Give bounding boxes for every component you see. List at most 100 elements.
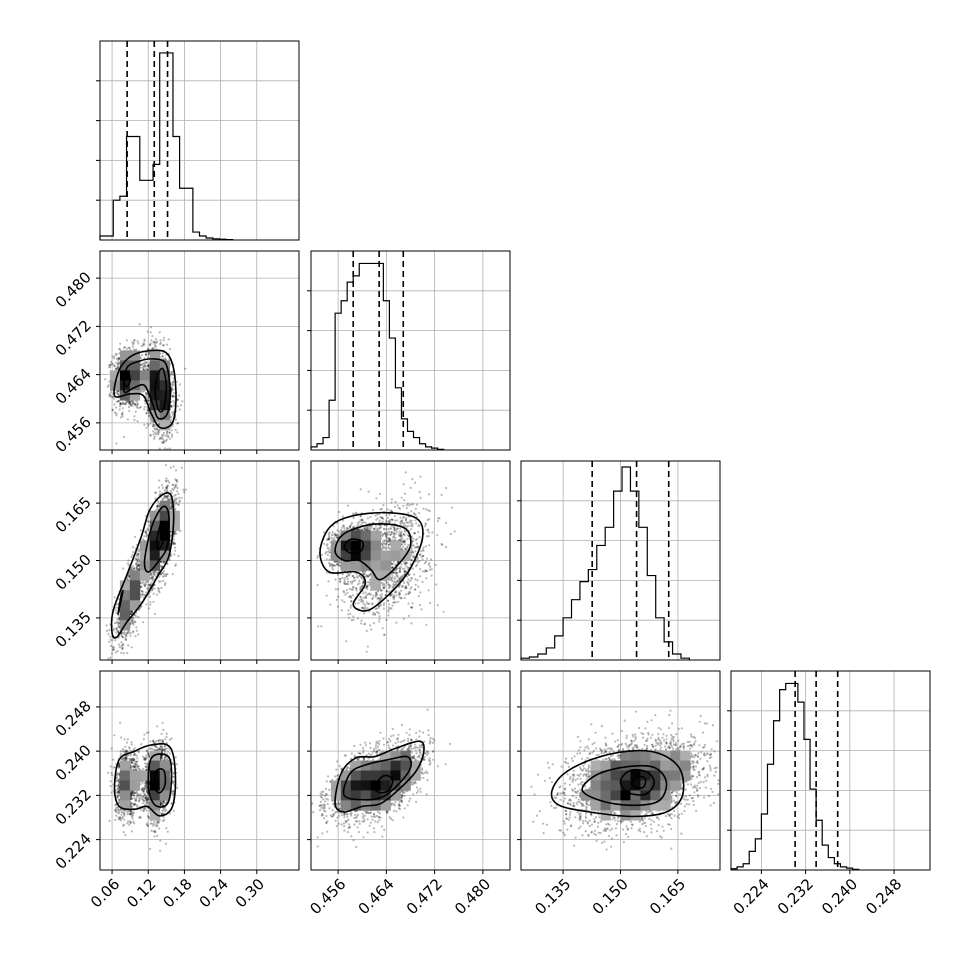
sample-point — [108, 661, 110, 663]
sample-point — [121, 401, 125, 404]
sample-point — [141, 362, 145, 365]
sample-point — [179, 404, 183, 407]
sample-point — [132, 550, 135, 554]
sample-point — [157, 429, 160, 432]
sample-point — [118, 646, 121, 649]
density-cell — [159, 420, 170, 431]
sample-point — [165, 343, 169, 346]
sample-point — [112, 648, 115, 651]
sample-point — [123, 435, 126, 438]
sample-point — [170, 411, 173, 414]
density-cell — [129, 380, 141, 391]
sample-point — [168, 447, 171, 450]
sample-point — [115, 621, 118, 624]
sample-point — [125, 632, 128, 635]
sample-point — [116, 618, 119, 621]
sample-point — [124, 638, 127, 641]
sample-point — [154, 497, 157, 500]
sample-point — [141, 366, 144, 369]
sample-point — [175, 483, 178, 486]
sample-point — [172, 380, 175, 383]
sample-point — [144, 582, 147, 585]
sample-point — [121, 647, 124, 650]
sample-point — [162, 339, 165, 342]
sample-point — [159, 339, 162, 342]
sample-point — [172, 488, 175, 492]
sample-point — [158, 479, 161, 482]
sample-point — [130, 555, 133, 559]
sample-point — [161, 354, 164, 358]
sample-point — [146, 520, 149, 523]
histogram-1 — [310, 262, 445, 450]
sample-point — [145, 532, 148, 535]
sample-point — [152, 578, 155, 581]
sample-point — [118, 408, 121, 411]
sample-point — [173, 546, 177, 549]
sample-point — [152, 423, 155, 426]
sample-point — [125, 635, 128, 638]
sample-point — [109, 391, 112, 394]
sample-point — [174, 418, 177, 421]
sample-point — [136, 403, 139, 407]
sample-point — [136, 553, 139, 556]
sample-point — [115, 631, 118, 634]
sample-point — [175, 532, 178, 535]
contour-3 — [123, 370, 132, 388]
sample-point — [146, 397, 150, 400]
sample-point — [167, 436, 170, 439]
sample-point — [143, 423, 146, 426]
sample-point — [170, 386, 174, 389]
sample-point — [117, 365, 120, 368]
sample-point — [132, 402, 135, 405]
sample-point — [154, 431, 157, 434]
sample-point — [135, 629, 139, 632]
sample-point — [121, 415, 124, 418]
sample-point — [164, 574, 168, 578]
sample-point — [116, 390, 119, 393]
sample-point — [116, 393, 119, 396]
sample-point — [130, 619, 133, 622]
sample-point — [130, 610, 133, 614]
sample-point — [132, 343, 135, 346]
sample-point — [161, 486, 164, 489]
sample-point — [131, 620, 134, 623]
sample-point — [171, 435, 174, 438]
sample-point — [117, 400, 120, 403]
sample-point — [162, 434, 165, 437]
sample-point — [120, 641, 123, 644]
density-cell — [149, 400, 160, 411]
sample-point — [131, 341, 134, 344]
sample-point — [157, 580, 161, 583]
sample-point — [156, 428, 159, 431]
hist-panel-2 — [517, 460, 721, 661]
sample-point — [125, 634, 128, 637]
sample-point — [147, 368, 150, 371]
sample-point — [145, 412, 148, 415]
sample-point — [137, 555, 140, 559]
sample-point — [139, 356, 142, 360]
sample-point — [176, 398, 180, 401]
sample-point — [159, 580, 162, 583]
sample-point — [125, 339, 128, 342]
sample-point — [169, 374, 172, 377]
sample-point — [133, 348, 136, 351]
density-cell — [159, 380, 170, 391]
sample-point — [127, 402, 130, 405]
sample-point — [109, 644, 112, 648]
sample-point — [144, 364, 147, 367]
sample-point — [132, 341, 135, 344]
sample-point — [169, 373, 172, 376]
sample-point — [140, 585, 143, 588]
sample-point — [149, 344, 152, 347]
sample-point — [132, 623, 135, 626]
sample-point — [152, 575, 155, 579]
sample-point — [137, 616, 140, 619]
sample-point — [157, 432, 160, 435]
sample-point — [147, 424, 150, 427]
sample-point — [131, 553, 134, 557]
sample-point — [122, 346, 126, 349]
sample-point — [150, 420, 153, 423]
sample-point — [118, 405, 122, 408]
sample-point — [113, 355, 116, 358]
sample-point — [136, 406, 139, 410]
